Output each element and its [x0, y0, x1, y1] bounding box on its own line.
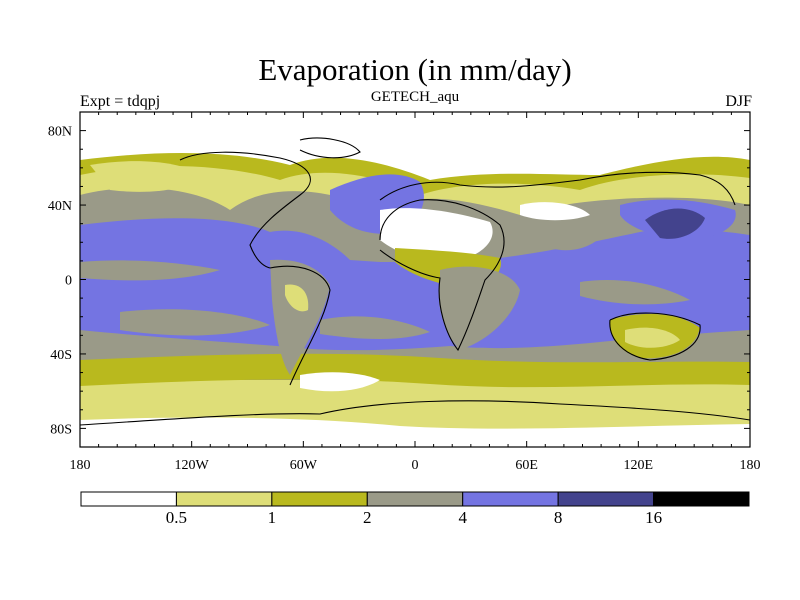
coastlines — [80, 137, 750, 426]
axis-tick-labels: 180 120W 60W 0 60E 120E 180 80N 40N 0 40S 80S — [48, 125, 761, 473]
field-sahara — [380, 208, 493, 262]
season-label: DJF — [725, 93, 752, 110]
field-southern-patch — [300, 372, 380, 392]
colorbar-labels: 0.5 1 2 4 8 16 — [166, 508, 662, 527]
colorbar-boundary-label: 4 — [458, 508, 467, 527]
lat-tick-label: 0 — [65, 274, 72, 289]
colorbar-swatch — [80, 491, 177, 507]
field-kuroshio-max — [645, 208, 705, 239]
lon-tick-label: 180 — [740, 458, 761, 473]
lat-tick-label: 40N — [48, 199, 72, 214]
field-australia-interior — [625, 327, 680, 348]
colorbar-swatch — [557, 491, 655, 507]
field-equatorial-patch-west — [80, 260, 220, 281]
experiment-label: Expt = tdqpj — [80, 93, 161, 110]
coast-greenland — [299, 137, 361, 159]
colorbar-swatch — [462, 491, 559, 507]
colorbar-boundary-label: 16 — [645, 508, 662, 527]
figure-subtitle: GETECH_aqu — [370, 89, 460, 105]
lon-tick-label: 60E — [515, 458, 538, 473]
field-south-atlantic-patch — [320, 316, 430, 339]
field-asia-south — [540, 215, 610, 251]
lon-tick-label: 60W — [290, 458, 318, 473]
lon-tick-label: 0 — [412, 458, 419, 473]
coast-africa — [379, 199, 505, 352]
colorbar-swatch — [175, 491, 273, 507]
field-tibet — [520, 202, 590, 221]
figure-title: Evaporation (in mm/day) — [258, 52, 572, 87]
lon-tick-label: 120E — [624, 458, 654, 473]
field-north-america-west — [90, 161, 200, 192]
coast-south-america — [269, 265, 331, 386]
evaporation-field — [80, 112, 750, 447]
field-south-pacific-patch — [120, 309, 270, 336]
field-arctic — [80, 112, 750, 180]
coast-north-america — [179, 151, 311, 269]
lon-tick-label: 120W — [175, 458, 210, 473]
field-amazon-patch — [285, 284, 309, 312]
colorbar-swatch — [653, 491, 750, 507]
lat-tick-label: 80N — [48, 125, 72, 140]
colorbar-boundary-label: 0.5 — [166, 508, 187, 527]
axis-ticks — [79, 112, 751, 447]
field-africa-south — [438, 266, 520, 350]
field-tropical-band — [80, 218, 750, 351]
colorbar-swatch — [366, 491, 464, 507]
colorbar — [80, 491, 750, 507]
coast-australia — [609, 312, 701, 361]
field-southern-band-mid — [80, 353, 750, 388]
lon-tick-label: 180 — [70, 458, 91, 473]
colorbar-boundary-label: 1 — [268, 508, 277, 527]
field-maritime-patch — [580, 280, 690, 305]
coast-eurasia — [379, 171, 736, 206]
lat-tick-label: 40S — [50, 348, 72, 363]
colorbar-boundary-label: 2 — [363, 508, 372, 527]
lat-tick-label: 80S — [50, 422, 72, 437]
colorbar-swatch — [271, 491, 368, 507]
colorbar-boundary-label: 8 — [554, 508, 563, 527]
field-antarctic — [80, 417, 750, 447]
coast-antarctica — [80, 400, 750, 426]
